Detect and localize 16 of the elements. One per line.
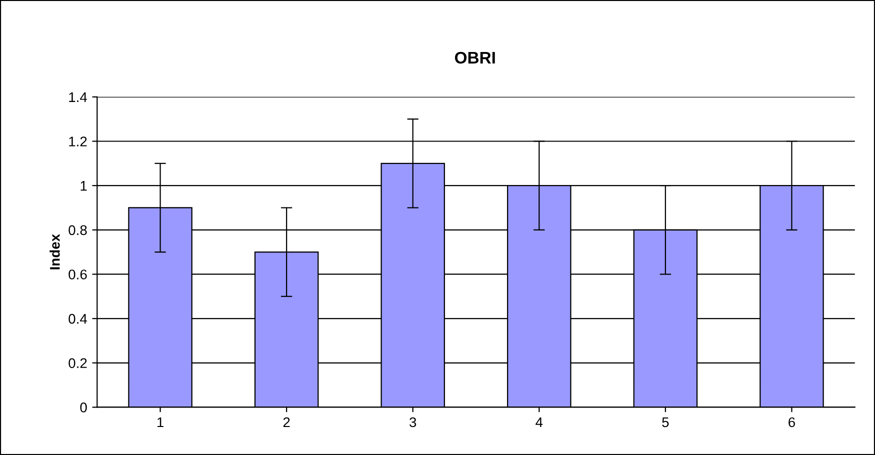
chart-title: OBRI	[454, 52, 495, 64]
y-tick-label: 1.4	[69, 92, 87, 102]
x-tick-label: 2	[283, 417, 290, 428]
y-tick-label: 0.4	[68, 314, 87, 324]
y-tick-label: 0	[80, 402, 87, 412]
x-tick-label: 6	[788, 417, 795, 428]
x-tick-label: 5	[662, 417, 669, 428]
x-tick-label: 4	[536, 417, 543, 428]
y-tick-label: 1.2	[69, 136, 87, 146]
y-tick-label: 0.8	[68, 225, 87, 236]
y-tick-label: 0.2	[68, 358, 87, 368]
y-tick-label: 0.6	[68, 270, 87, 280]
y-axis-title: Index	[50, 234, 60, 270]
x-tick-label: 3	[410, 417, 416, 428]
y-tick-label: 1	[80, 181, 87, 191]
x-tick-label: 1	[157, 417, 164, 428]
